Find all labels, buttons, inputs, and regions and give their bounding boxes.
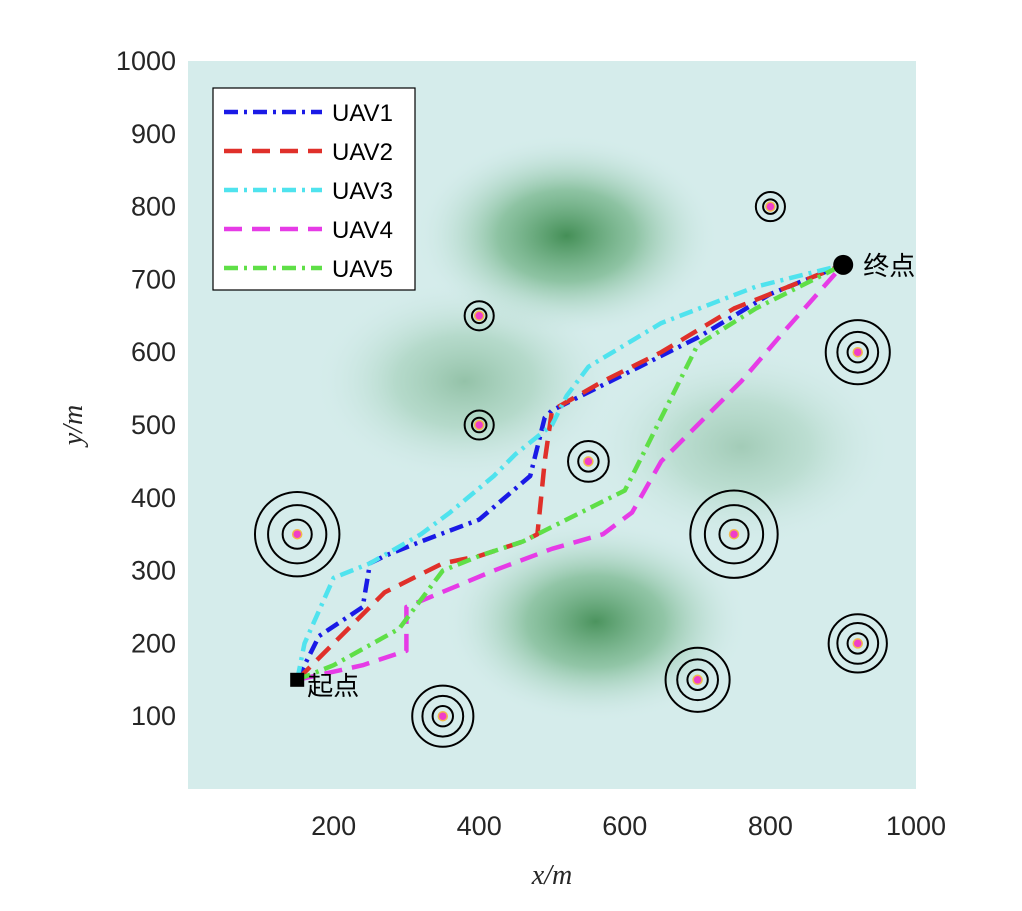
threat-center xyxy=(728,528,740,540)
threat-center xyxy=(291,528,303,540)
threat-ring xyxy=(762,198,779,215)
threat-ring xyxy=(703,504,765,565)
x-tick-label: 600 xyxy=(602,811,647,841)
threat-center xyxy=(583,456,594,467)
y-tick-label: 800 xyxy=(131,192,176,222)
threat-center xyxy=(852,638,864,649)
threat-ring xyxy=(411,684,475,748)
threat-ring xyxy=(463,300,495,332)
threat-ring xyxy=(664,646,731,713)
series-line-uav2 xyxy=(295,262,845,682)
goal-marker xyxy=(833,254,854,275)
legend-label-uav3: UAV3 xyxy=(332,178,393,205)
threat-center xyxy=(473,310,485,322)
y-tick-label: 300 xyxy=(131,556,176,586)
y-tick-label: 900 xyxy=(131,119,176,149)
y-tick-label: 500 xyxy=(131,410,176,440)
marker-layer: 起点 终点 xyxy=(290,252,915,702)
threat-ring xyxy=(754,191,786,223)
threat-zone-10 xyxy=(411,684,475,748)
x-tick-label: 1000 xyxy=(886,811,946,841)
threat-zone-2 xyxy=(463,300,495,332)
legend-label-uav4: UAV4 xyxy=(332,217,393,244)
threat-ring xyxy=(421,694,465,738)
threat-ring xyxy=(281,518,313,550)
x-tick-label: 800 xyxy=(748,811,793,841)
threat-layer xyxy=(253,191,891,748)
threat-ring xyxy=(836,622,880,665)
threat-ring xyxy=(470,307,488,325)
threat-ring xyxy=(253,490,341,578)
terrain-peak-2 xyxy=(442,519,749,724)
path-layer xyxy=(294,262,845,682)
threat-ring xyxy=(686,668,709,691)
threat-zone-4 xyxy=(567,440,610,483)
threat-zone-6 xyxy=(754,191,786,223)
threat-ring xyxy=(836,330,880,374)
threat-zone-9 xyxy=(664,646,731,713)
goal-label: 终点 xyxy=(863,252,915,282)
legend: UAV1 UAV2 UAV3 UAV4 UAV5 xyxy=(212,87,416,291)
x-tick-label: 200 xyxy=(311,811,356,841)
x-axis-label: x/m xyxy=(531,860,572,891)
threat-ring xyxy=(846,341,869,364)
tick-layer: 200 400 600 800 1000 100 200 300 400 500 600 700 800… xyxy=(116,46,946,841)
y-axis-label: y/m xyxy=(58,405,89,448)
x-tick-label: 400 xyxy=(457,811,502,841)
y-tick-label: 1000 xyxy=(116,46,176,76)
y-tick-label: 200 xyxy=(131,628,176,658)
threat-ring xyxy=(824,319,891,386)
threat-ring xyxy=(718,518,750,550)
start-label: 起点 xyxy=(307,672,359,702)
terrain-layer xyxy=(311,133,895,724)
y-tick-label: 700 xyxy=(131,264,176,294)
series-line-uav4 xyxy=(296,263,845,682)
threat-ring xyxy=(431,705,454,728)
y-tick-label: 400 xyxy=(131,483,176,513)
start-marker xyxy=(290,672,305,687)
threat-center xyxy=(437,710,449,722)
threat-center xyxy=(473,419,485,431)
threat-ring xyxy=(470,416,488,434)
legend-label-uav5: UAV5 xyxy=(332,256,393,283)
threat-ring xyxy=(577,450,600,473)
threat-ring xyxy=(846,632,869,655)
legend-label-uav2: UAV2 xyxy=(332,139,393,166)
threat-ring xyxy=(267,504,328,565)
series-line-uav1 xyxy=(295,262,845,681)
threat-ring xyxy=(463,409,495,441)
threat-ring xyxy=(827,613,888,674)
terrain-peak-4 xyxy=(588,344,895,549)
threat-zone-7 xyxy=(824,319,891,386)
threat-center xyxy=(692,674,703,686)
threat-center xyxy=(852,346,864,358)
terrain-peak-3 xyxy=(311,279,618,484)
threat-zone-3 xyxy=(463,409,495,441)
y-tick-label: 600 xyxy=(131,337,176,367)
threat-zone-5 xyxy=(689,489,779,579)
legend-label-uav1: UAV1 xyxy=(332,100,393,127)
threat-zone-8 xyxy=(827,613,888,674)
threat-ring xyxy=(567,440,610,483)
y-tick-label: 100 xyxy=(131,701,176,731)
threat-center xyxy=(765,201,776,212)
threat-ring xyxy=(676,658,719,702)
threat-ring xyxy=(689,489,779,579)
threat-zone-1 xyxy=(253,490,341,578)
